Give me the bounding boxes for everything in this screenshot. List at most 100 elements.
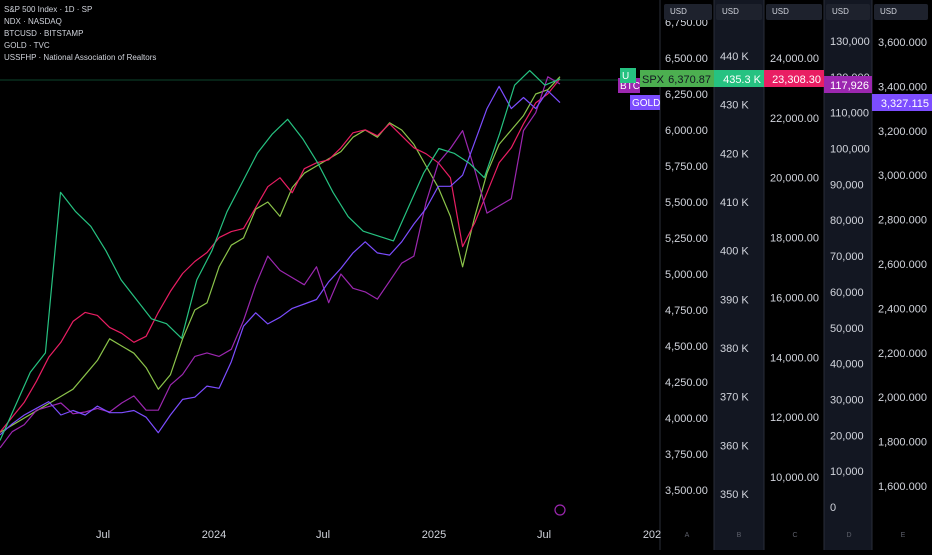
x-axis-tick: 2025 (422, 529, 446, 541)
last-value-badge-a (640, 70, 714, 87)
overlay-tag-bg (620, 68, 636, 83)
axis-c-tick: 24,000.00 (770, 53, 819, 65)
axis-e-band (872, 0, 932, 550)
axis-a-tick: 6,750.00 (665, 17, 708, 29)
axis-b-tick: 430 K (720, 100, 749, 112)
last-value-badge-c (764, 70, 824, 87)
axis-c-currency[interactable]: USD (766, 4, 822, 20)
axis-d-tick: 50,000 (830, 323, 864, 335)
series-line-gold (0, 85, 561, 436)
series-line-s-p-500-index (0, 76, 561, 433)
x-axis-tick: Jul (316, 529, 330, 541)
axis-b-tick: 370 K (720, 392, 749, 404)
axis-d-tick: 60,000 (830, 287, 864, 299)
axis-c-tick: 18,000.00 (770, 233, 819, 245)
axis-e-tick: 1,800.000 (878, 437, 927, 449)
axis-e-tick: 2,400.000 (878, 303, 927, 315)
overlay-tag-gold: GOLD (632, 98, 660, 109)
last-value-badge-text: 117,926 (830, 80, 869, 92)
legend-item-gold[interactable]: GOLD · TVC (4, 41, 50, 50)
axis-a-tick: 5,250.00 (665, 233, 708, 245)
axis-e-tick: 2,000.000 (878, 392, 927, 404)
axis-d-tick: 20,000 (830, 430, 864, 442)
axis-e-tick: 3,200.000 (878, 126, 927, 138)
axis-c-tick: 12,000.00 (770, 412, 819, 424)
last-value-badge-d (824, 76, 872, 93)
axis-a-tick: 4,500.00 (665, 341, 708, 353)
axis-d-tick: 40,000 (830, 359, 864, 371)
axis-a-tick: 6,500.00 (665, 53, 708, 65)
axis-e-letter: E (900, 532, 906, 539)
axis-d-tick: 90,000 (830, 179, 864, 191)
axis-a-tick: 5,750.00 (665, 161, 708, 173)
last-value-badge-text: 6,370.87 (668, 74, 711, 86)
axis-b-tick: 390 K (720, 294, 749, 306)
axis-b-currency[interactable]: USD (716, 4, 762, 20)
axis-b-tick: 420 K (720, 148, 749, 160)
axis-b-tick: 440 K (720, 51, 749, 63)
axis-b-tick: 410 K (720, 197, 749, 209)
legend-item-btcusd[interactable]: BTCUSD · BITSTAMP (4, 29, 84, 38)
axis-a-currency[interactable]: USD (664, 4, 712, 20)
axis-d-tick: 0 (830, 502, 836, 514)
x-axis-tick: Jul (96, 529, 110, 541)
axis-b-tick: 350 K (720, 489, 749, 501)
axis-d-tick: 110,000 (830, 108, 869, 120)
axis-a-band (660, 0, 714, 550)
last-value-badge-b (714, 70, 764, 87)
axis-e-tick: 3,600.000 (878, 37, 927, 49)
axis-d-tick: 70,000 (830, 251, 864, 263)
event-marker-icon (554, 504, 566, 516)
axis-e-tick: 2,600.000 (878, 259, 927, 271)
axis-e-tick: 3,400.000 (878, 81, 927, 93)
axis-b-letter: B (736, 532, 742, 539)
legend-item-ussfhp[interactable]: USSFHP · National Association of Realtor… (4, 53, 157, 62)
axis-a-tick: 6,250.00 (665, 89, 708, 101)
axis-d-tick: 10,000 (830, 466, 864, 478)
axis-d-tick: 100,000 (830, 144, 870, 156)
axis-a-tick: 6,000.00 (665, 125, 708, 137)
axis-e-currency[interactable]: USD (874, 4, 928, 20)
axis-c-tick: 10,000.00 (770, 472, 819, 484)
overlay-tag-btc: BTC (620, 81, 640, 92)
axis-d-currency[interactable]: USD (826, 4, 870, 20)
axis-d-letter: D (846, 532, 852, 539)
axis-c-tick: 16,000.00 (770, 292, 819, 304)
last-value-badge-text: 23,308.30 (772, 74, 821, 86)
axis-c-band (764, 0, 824, 550)
axis-d-tick: 30,000 (830, 394, 864, 406)
axis-a-letter: A (684, 532, 690, 539)
overlay-tag-bg (630, 95, 660, 110)
axis-c-tick: 20,000.00 (770, 173, 819, 185)
last-value-badge-e (872, 94, 932, 111)
axis-c-tick: 22,000.00 (770, 113, 819, 125)
axis-e-tick: 2,200.000 (878, 348, 927, 360)
x-axis-tick: Jul (537, 529, 551, 541)
series-line-ussfhp (0, 69, 561, 441)
last-value-badge-text: 3,327.115 (881, 98, 929, 110)
axis-e-tick: 3,000.000 (878, 170, 927, 182)
legend-item-spx[interactable]: S&P 500 Index · 1D · SP (4, 5, 93, 14)
axis-e-tick: 2,800.000 (878, 215, 927, 227)
axis-a-tick: 4,750.00 (665, 305, 708, 317)
axis-d-tick: 80,000 (830, 215, 864, 227)
x-axis-tick: 2024 (202, 529, 226, 541)
axis-d-tick: 130,000 (830, 36, 870, 48)
axis-a-tick: 3,500.00 (665, 485, 708, 497)
axis-a-tick: 3,750.00 (665, 449, 708, 461)
legend-item-ndx[interactable]: NDX · NASDAQ (4, 17, 62, 26)
axis-b-tick: 360 K (720, 440, 749, 452)
last-value-badge-text: 435.3 K (723, 74, 762, 86)
series-line-ndx (0, 78, 561, 433)
last-value-badge-label: SPX (642, 74, 665, 86)
axis-a-tick: 5,500.00 (665, 197, 708, 209)
axis-b-band (714, 0, 764, 550)
axis-a-tick: 4,250.00 (665, 377, 708, 389)
axis-c-tick: 14,000.00 (770, 352, 819, 364)
axis-a-tick: 5,000.00 (665, 269, 708, 281)
axis-b-tick: 380 K (720, 343, 749, 355)
axis-c-letter: C (792, 532, 798, 539)
axis-b-tick: 400 K (720, 246, 749, 258)
